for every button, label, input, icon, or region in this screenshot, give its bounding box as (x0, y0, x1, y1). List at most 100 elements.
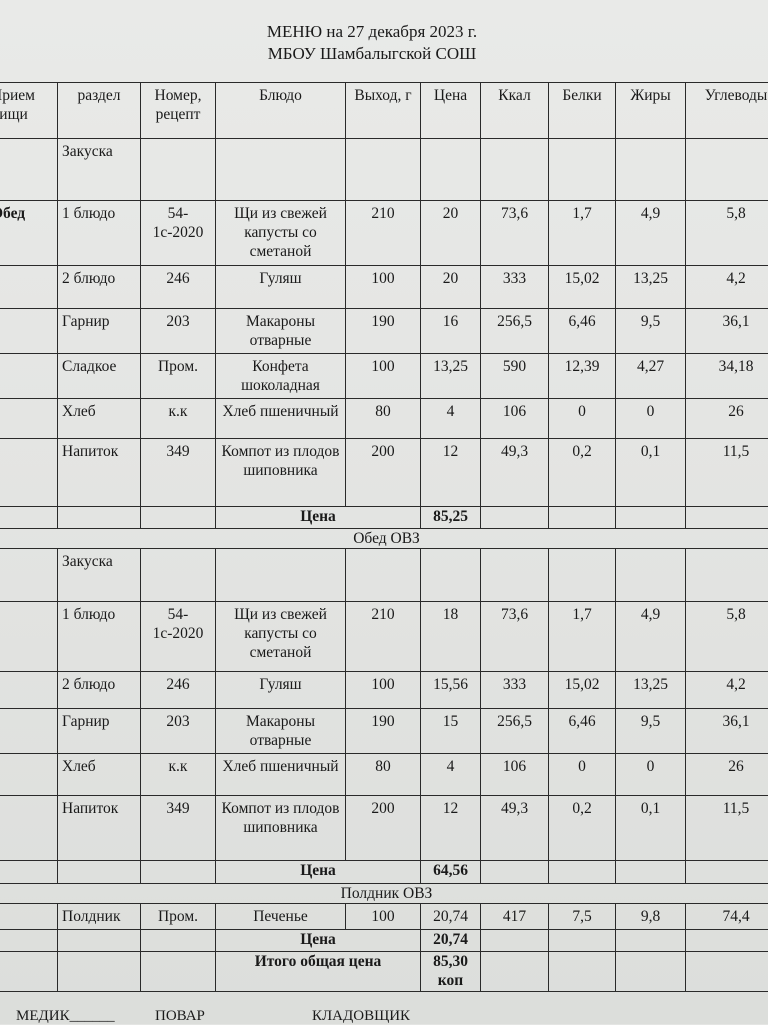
table-cell: 0,1 (616, 796, 686, 861)
column-header: Ккал (481, 83, 549, 139)
empty-cell (141, 507, 216, 529)
table-cell (686, 139, 768, 201)
empty-cell (481, 930, 549, 952)
empty-cell (616, 861, 686, 884)
total-value: 64,56 (421, 861, 481, 884)
table-cell: 12,39 (549, 354, 616, 399)
table-cell: Хлеб (58, 399, 141, 439)
total-label: Итого общая цена (216, 952, 421, 992)
table-cell: 100 (346, 904, 421, 930)
table-cell: 7,5 (549, 904, 616, 930)
table-cell (0, 904, 58, 930)
empty-cell (58, 952, 141, 992)
total-label: Цена (216, 507, 421, 529)
table-cell: 9,5 (616, 309, 686, 354)
table-cell: Хлеб (58, 754, 141, 796)
table-cell: 590 (481, 354, 549, 399)
table-cell: 2 блюдо (58, 672, 141, 709)
table-cell: Напиток (58, 439, 141, 507)
empty-cell (549, 507, 616, 529)
table-cell: 12 (421, 796, 481, 861)
table-cell: Гуляш (216, 266, 346, 309)
table-cell (0, 672, 58, 709)
table-cell: 246 (141, 672, 216, 709)
empty-cell (686, 507, 768, 529)
table-cell: 246 (141, 266, 216, 309)
table-cell: 4,27 (616, 354, 686, 399)
table-cell: 15 (421, 709, 481, 754)
table-cell (0, 796, 58, 861)
table-cell: 333 (481, 266, 549, 309)
table-cell: 349 (141, 439, 216, 507)
table-cell: Гуляш (216, 672, 346, 709)
empty-cell (549, 930, 616, 952)
table-cell: Обед (0, 201, 58, 266)
total-value: 85,25 (421, 507, 481, 529)
table-cell: 0,2 (549, 796, 616, 861)
table-cell: Хлеб пшеничный (216, 754, 346, 796)
empty-cell (0, 861, 58, 884)
table-cell (686, 549, 768, 602)
empty-cell (0, 930, 58, 952)
table-cell: 100 (346, 672, 421, 709)
table-cell (616, 139, 686, 201)
table-cell: 54-1с-2020 (141, 602, 216, 672)
table-cell: 36,1 (686, 309, 768, 354)
table-row: Закуска (0, 139, 768, 201)
menu-title: МЕНЮ на 27 декабря 2023 г. (0, 22, 756, 42)
table-cell: 80 (346, 399, 421, 439)
school-name: МБОУ Шамбалыгской СОШ (0, 44, 756, 64)
table-cell: 203 (141, 709, 216, 754)
empty-cell (616, 930, 686, 952)
table-cell: 203 (141, 309, 216, 354)
table-cell: 4,9 (616, 602, 686, 672)
table-cell: 9,8 (616, 904, 686, 930)
table-cell: Щи из свежей капусты со сметаной (216, 201, 346, 266)
table-cell: к.к (141, 399, 216, 439)
table-cell (0, 399, 58, 439)
table-cell: 11,5 (686, 439, 768, 507)
table-cell: 6,46 (549, 709, 616, 754)
column-header: Блюдо (216, 83, 346, 139)
empty-cell (0, 507, 58, 529)
table-cell: 1 блюдо (58, 201, 141, 266)
table-cell: 26 (686, 754, 768, 796)
table-cell: 4 (421, 399, 481, 439)
table-cell (346, 139, 421, 201)
table-cell: Печенье (216, 904, 346, 930)
section-header-row: Обед ОВЗ (0, 529, 768, 549)
table-cell: 6,46 (549, 309, 616, 354)
table-cell: 1,7 (549, 201, 616, 266)
table-cell (0, 309, 58, 354)
empty-cell (686, 930, 768, 952)
table-cell: 26 (686, 399, 768, 439)
empty-cell (141, 930, 216, 952)
total-value: 85,30 коп (421, 952, 481, 992)
table-cell: 1 блюдо (58, 602, 141, 672)
table-cell: 200 (346, 439, 421, 507)
table-cell: 13,25 (616, 672, 686, 709)
table-cell: 36,1 (686, 709, 768, 754)
empty-cell (549, 952, 616, 992)
empty-cell (616, 952, 686, 992)
table-cell: Компот из плодов шиповника (216, 796, 346, 861)
table-cell: 190 (346, 309, 421, 354)
table-cell (141, 139, 216, 201)
table-cell: 80 (346, 754, 421, 796)
menu-table: Прием пищиразделНомер, рецептБлюдоВыход,… (0, 82, 768, 992)
empty-cell (58, 930, 141, 952)
table-cell: 73,6 (481, 602, 549, 672)
table-cell: 16 (421, 309, 481, 354)
table-cell: Пром. (141, 904, 216, 930)
table-cell: 190 (346, 709, 421, 754)
table-cell: Компот из плодов шиповника (216, 439, 346, 507)
total-value: 20,74 (421, 930, 481, 952)
table-cell (421, 139, 481, 201)
